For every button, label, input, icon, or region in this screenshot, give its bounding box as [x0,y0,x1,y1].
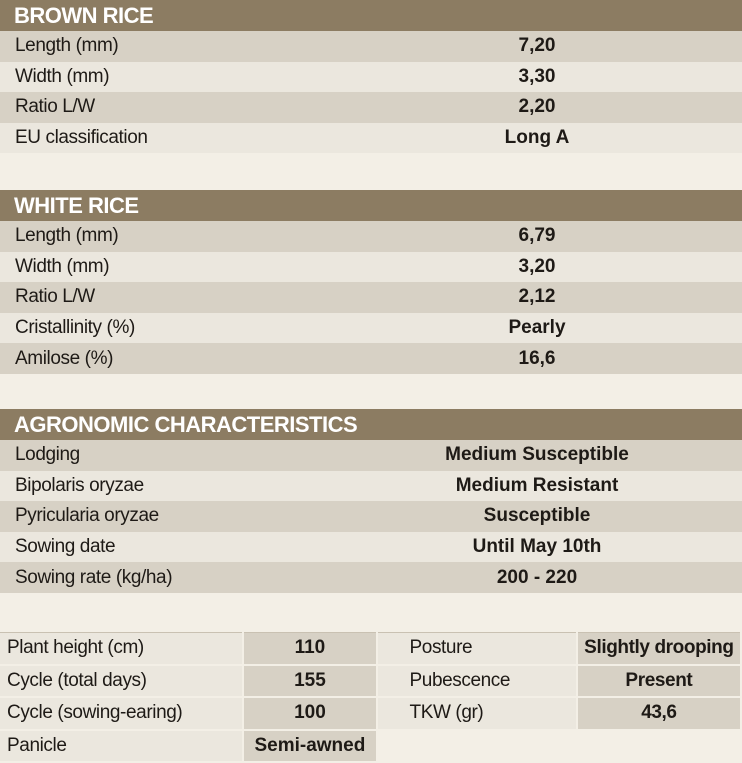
row-value: Until May 10th [472,536,602,558]
cell-label: Cycle (total days) [0,664,245,698]
table-row: Ratio L/W 2,20 [0,92,742,123]
row-value: Medium Susceptible [445,444,629,466]
table-row: Length (mm) 7,20 [0,31,742,62]
cell-label: TKW (gr) [376,697,578,731]
table-row: Cycle (sowing-earing) 100 TKW (gr) 43,6 [0,697,742,731]
agronomic-header: AGRONOMIC CHARACTERISTICS [0,409,742,440]
row-label: Pyricularia oryzae [15,505,159,527]
plant-traits-table: Plant height (cm) 110 Posture Slightly d… [0,632,742,763]
row-label: Amilose (%) [15,347,114,369]
cell-empty [576,729,742,763]
row-label: Sowing date [15,536,116,558]
table-row: Ratio L/W 2,12 [0,282,742,313]
table-row: Cycle (total days) 155 Pubescence Presen… [0,664,742,698]
row-value: Pearly [508,317,566,339]
table-row: EU classification Long A [0,122,742,154]
row-label: Width (mm) [15,65,110,87]
table-row: Amilose (%) 16,6 [0,343,742,374]
row-value: 2,20 [518,96,556,118]
table-row: Panicle Semi-awned [0,729,742,763]
table-row: Pyricularia oryzae Susceptible [0,501,742,532]
agronomic-section: AGRONOMIC CHARACTERISTICS Lodging Medium… [0,409,742,593]
cell-value: 43,6 [576,697,742,731]
cell-value: Slightly drooping [576,632,742,666]
white-rice-section: WHITE RICE Length (mm) 6,79 Width (mm) 3… [0,190,742,374]
white-rice-header: WHITE RICE [0,190,742,221]
row-label: Width (mm) [15,255,110,277]
row-label: Bipolaris oryzae [15,474,144,496]
table-row: Cristallinity (%) Pearly [0,312,742,344]
cell-label: Posture [376,632,578,666]
cell-value: 155 [243,664,378,698]
row-value: 2,12 [518,286,556,308]
table-row: Length (mm) 6,79 [0,221,742,252]
cell-label: Pubescence [376,664,578,698]
row-value: 3,20 [518,255,556,277]
row-label: EU classification [15,127,148,149]
cell-empty [376,729,578,763]
cell-value: 100 [243,697,378,731]
row-label: Length (mm) [15,35,119,57]
row-value: 7,20 [518,35,556,57]
row-label: Lodging [15,444,80,466]
table-row: Plant height (cm) 110 Posture Slightly d… [0,632,742,666]
row-label: Length (mm) [15,225,119,247]
row-label: Ratio L/W [15,286,95,308]
table-row: Sowing rate (kg/ha) 200 - 220 [0,562,742,593]
row-value: 16,6 [518,347,556,369]
table-row: Lodging Medium Susceptible [0,440,742,471]
cell-value: Present [576,664,742,698]
row-label: Cristallinity (%) [15,317,135,339]
brown-rice-header: BROWN RICE [0,0,742,31]
row-value: 200 - 220 [496,566,578,588]
row-value: 6,79 [518,225,556,247]
cell-value: 110 [243,632,378,666]
table-row: Sowing date Until May 10th [0,531,742,563]
row-value: Medium Resistant [455,474,619,496]
row-label: Ratio L/W [15,96,95,118]
cell-label: Panicle [0,729,245,763]
table-row: Bipolaris oryzae Medium Resistant [0,470,742,502]
row-label: Sowing rate (kg/ha) [15,566,173,588]
table-row: Width (mm) 3,20 [0,251,742,283]
cell-label: Cycle (sowing-earing) [0,697,245,731]
row-value: Susceptible [483,505,591,527]
cell-label: Plant height (cm) [0,632,245,666]
cell-value: Semi-awned [243,729,378,763]
table-row: Width (mm) 3,30 [0,61,742,93]
brown-rice-section: BROWN RICE Length (mm) 7,20 Width (mm) 3… [0,0,742,154]
row-value: Long A [504,127,570,149]
row-value: 3,30 [518,65,556,87]
